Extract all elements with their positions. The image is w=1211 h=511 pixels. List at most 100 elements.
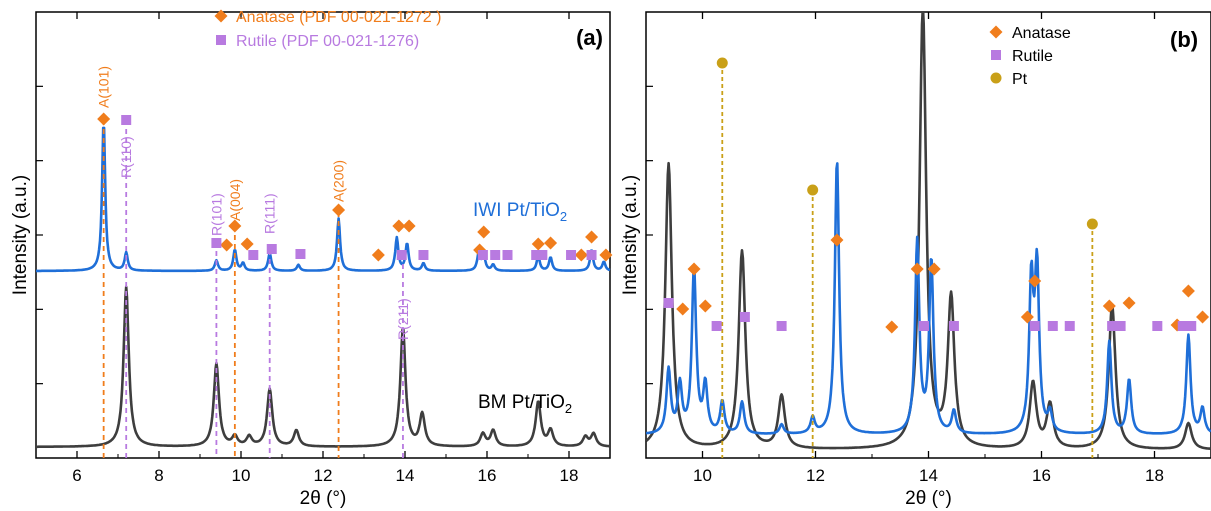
x-tick-label: 6 bbox=[72, 466, 81, 485]
pt-marker bbox=[716, 57, 728, 69]
anatase-marker bbox=[220, 238, 234, 252]
x-tick-label: 14 bbox=[396, 466, 415, 485]
pt-marker bbox=[807, 184, 819, 196]
x-tick-label: 10 bbox=[693, 466, 712, 485]
legend-label: Pt bbox=[1012, 71, 1028, 88]
series-label-text: BM Pt/TiO bbox=[478, 392, 565, 413]
anatase-marker bbox=[574, 248, 588, 262]
rutile-marker bbox=[739, 312, 750, 322]
peak-annotation: A(200) bbox=[331, 160, 347, 202]
rutile-marker bbox=[1152, 321, 1163, 331]
anatase-marker bbox=[1028, 274, 1042, 288]
anatase-marker bbox=[544, 236, 558, 250]
rutile-marker bbox=[1186, 321, 1197, 331]
rutile-marker bbox=[490, 250, 501, 260]
rutile-marker bbox=[418, 250, 429, 260]
anatase-marker bbox=[531, 237, 545, 251]
anatase-marker bbox=[830, 233, 844, 247]
x-tick-label: 18 bbox=[560, 466, 579, 485]
series-line-grey bbox=[646, 12, 1211, 451]
anatase-marker bbox=[910, 262, 924, 276]
legend-marker bbox=[991, 50, 1001, 60]
series-label-subscript: 2 bbox=[560, 209, 567, 224]
x-axis-label: 2θ (°) bbox=[300, 488, 347, 509]
y-axis-label: Intensity (a.u.) bbox=[10, 175, 31, 295]
x-tick-label: 16 bbox=[478, 466, 497, 485]
rutile-marker bbox=[537, 250, 548, 260]
legend-marker bbox=[989, 25, 1003, 39]
rutile-marker bbox=[477, 250, 488, 260]
anatase-marker bbox=[477, 225, 491, 239]
anatase-marker bbox=[698, 299, 712, 313]
anatase-marker bbox=[599, 248, 613, 262]
series-label-bm: BM Pt/TiO2 bbox=[478, 392, 572, 416]
peak-annotation: R(211) bbox=[395, 298, 411, 340]
rutile-marker bbox=[586, 250, 597, 260]
anatase-marker bbox=[676, 302, 690, 316]
peak-annotation: A(101) bbox=[96, 66, 112, 108]
panel-label: (a) bbox=[576, 25, 603, 50]
rutile-marker bbox=[121, 115, 132, 125]
x-tick-label: 12 bbox=[806, 466, 825, 485]
legend-marker bbox=[216, 35, 226, 45]
anatase-marker bbox=[585, 230, 599, 244]
rutile-marker bbox=[211, 238, 222, 248]
pt-marker bbox=[1086, 218, 1098, 230]
x-tick-label: 10 bbox=[232, 466, 251, 485]
peak-annotation: A(004) bbox=[227, 179, 243, 221]
rutile-marker bbox=[248, 250, 259, 260]
series-label-iwi: IWI Pt/TiO2 bbox=[473, 200, 567, 224]
rutile-marker bbox=[776, 321, 787, 331]
plot-frame bbox=[645, 11, 1211, 459]
x-tick-label: 18 bbox=[1145, 466, 1164, 485]
rutile-marker bbox=[948, 321, 959, 331]
rutile-marker bbox=[1029, 321, 1040, 331]
series-label-text: IWI Pt/TiO bbox=[473, 200, 560, 221]
anatase-marker bbox=[402, 219, 416, 233]
rutile-marker bbox=[1107, 321, 1118, 331]
legend-label: Anatase (PDF 00-021-1272 ) bbox=[236, 9, 441, 26]
anatase-marker bbox=[687, 262, 701, 276]
anatase-marker bbox=[240, 237, 254, 251]
x-tick-label: 14 bbox=[919, 466, 938, 485]
rutile-marker bbox=[1177, 321, 1188, 331]
rutile-marker bbox=[1064, 321, 1075, 331]
anatase-marker bbox=[1196, 310, 1210, 324]
rutile-marker bbox=[295, 249, 306, 259]
legend-marker bbox=[990, 72, 1002, 84]
series-label-subscript: 2 bbox=[565, 401, 572, 416]
legend-label: Rutile bbox=[1012, 48, 1053, 65]
anatase-marker bbox=[1181, 284, 1195, 298]
legend-label: Anatase bbox=[1012, 25, 1071, 42]
series-line-blue bbox=[646, 162, 1211, 435]
panel-a: 6 8 10 12 14 16 18 A(101) R(110) R(101) A(004) R(11… bbox=[10, 9, 613, 509]
rutile-marker bbox=[502, 250, 513, 260]
panel-b-plot bbox=[646, 12, 1211, 458]
rutile-marker bbox=[266, 244, 277, 254]
rutile-marker bbox=[663, 298, 674, 308]
series-line-bm bbox=[35, 285, 611, 449]
rutile-marker bbox=[531, 250, 542, 260]
x-tick-label: 8 bbox=[154, 466, 163, 485]
rutile-marker bbox=[396, 250, 407, 260]
x-axis-label: 2θ (°) bbox=[905, 488, 952, 509]
anatase-marker bbox=[228, 219, 242, 233]
rutile-marker bbox=[1047, 321, 1058, 331]
peak-annotation: R(111) bbox=[262, 193, 278, 234]
series-line-iwi bbox=[35, 126, 611, 273]
x-tick-label: 12 bbox=[314, 466, 333, 485]
panel-label: (b) bbox=[1170, 27, 1198, 52]
anatase-marker bbox=[1020, 310, 1034, 324]
rutile-marker bbox=[711, 321, 722, 331]
anatase-marker bbox=[885, 320, 899, 334]
peak-annotation: R(110) bbox=[118, 136, 134, 178]
y-axis-label: Intensity (a.u.) bbox=[620, 175, 641, 295]
anatase-marker bbox=[97, 112, 111, 126]
x-tick-label: 16 bbox=[1032, 466, 1051, 485]
rutile-marker bbox=[566, 250, 577, 260]
anatase-marker bbox=[371, 248, 385, 262]
legend-label: Rutile (PDF 00-021-1276) bbox=[236, 33, 419, 50]
anatase-marker bbox=[332, 203, 346, 217]
anatase-marker bbox=[927, 262, 941, 276]
rutile-marker bbox=[918, 321, 929, 331]
